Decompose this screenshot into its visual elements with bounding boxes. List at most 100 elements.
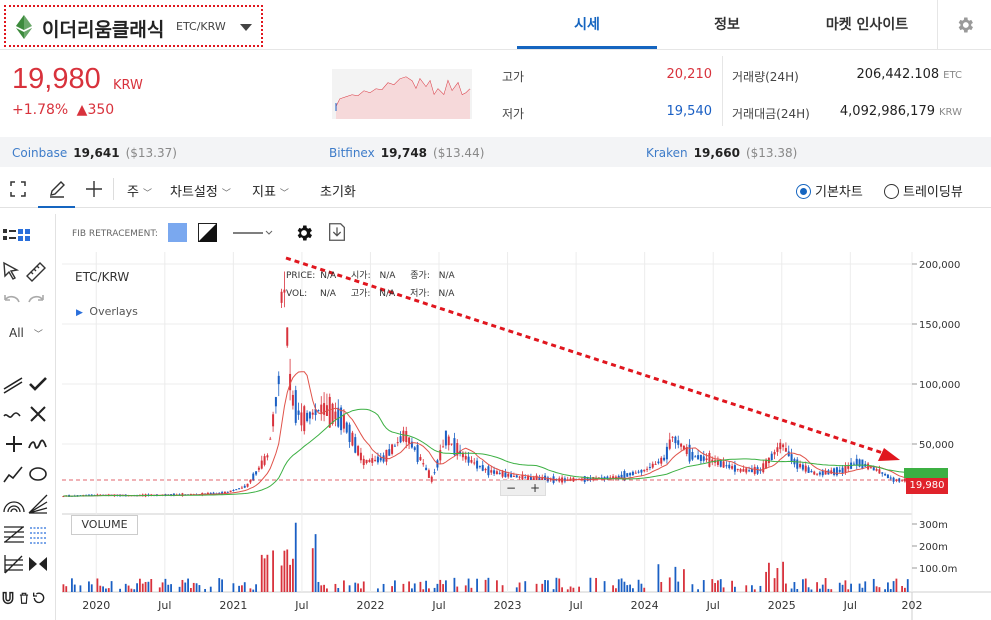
volume-bar [615,588,617,592]
settings-button[interactable] [937,0,991,50]
fib-label: FIB RETRACEMENT: [72,229,158,239]
candle-body [365,459,368,464]
gear-icon[interactable] [294,223,314,243]
wave-icon[interactable] [2,402,26,426]
candle-body [314,409,317,416]
candle-body [810,470,813,473]
cursor-icon[interactable] [0,260,24,284]
draw-tool-button[interactable] [38,170,75,208]
exchange-bitfinex[interactable]: Bitfinex 19,748 ($13.44) [329,146,484,160]
candle-body [306,412,309,422]
coin-selector[interactable]: 이더리움클래식 ETC/KRW [4,5,263,47]
volume-value: 206,442.108 ETC [790,67,962,82]
volume-label: 거래량(24H) [732,70,799,84]
save-drawing-icon[interactable] [326,221,348,243]
volume-bar [241,585,243,592]
candle-body [527,475,530,480]
plus-icon[interactable] [2,432,26,456]
zoom-controls: − + [500,480,546,496]
volume-bar [892,581,895,592]
volume-bar [456,586,459,592]
candle-body [776,447,779,452]
list-view-icon[interactable] [2,224,26,248]
indicators-menu[interactable]: 지표 ﹀ [252,181,289,200]
candle-body [484,468,487,471]
candle-body [433,472,436,474]
volume-bar [436,583,439,592]
check-icon[interactable] [26,372,50,396]
volume-bar [150,579,153,592]
candle-body [869,467,872,469]
x-tick-label: 202 [902,599,923,612]
volume-bar [105,588,107,592]
volume-bar [657,564,660,592]
ruler-icon[interactable] [24,260,48,284]
fib-retracement-icon[interactable] [2,522,26,546]
price-chart[interactable]: 2020 Jul 2021 Jul 2022 Jul 2023 Jul 2024 Jul 2025 J… [62,252,991,620]
line-color-swatch-icon[interactable] [198,223,217,242]
redo-icon[interactable] [24,290,48,314]
fib-fan-icon[interactable] [26,492,50,516]
volume-bar [167,584,170,592]
freehand-icon[interactable] [26,432,50,456]
tab-info[interactable]: 정보 [714,17,740,33]
ellipse-icon[interactable] [26,462,50,486]
volume-bar [895,578,898,592]
crosshair-icon[interactable] [85,180,103,198]
overlays-toggle[interactable]: ▶ Overlays [76,305,138,318]
zoom-out-button[interactable]: − [506,481,517,495]
volume-bar [394,580,396,592]
exchange-kraken[interactable]: Kraken 19,660 ($13.38) [646,146,797,160]
fullscreen-icon[interactable] [10,181,26,197]
grid-view-icon[interactable] [16,224,40,248]
candle-body [762,463,765,473]
fib-extension-icon[interactable] [26,522,50,546]
candle-body [702,456,705,461]
tab-price[interactable]: 시세 [517,0,657,49]
fill-color-swatch[interactable] [168,223,187,242]
basic-chart-radio[interactable]: 기본차트 [796,181,863,200]
candle-body [320,404,323,413]
reset-button[interactable]: 초기화 [320,185,356,200]
measure-icon[interactable] [26,552,50,576]
line-style-select[interactable] [232,226,276,240]
pitchfork-icon[interactable] [2,552,26,576]
candle-body [311,412,314,415]
trendline-icon[interactable] [2,372,26,396]
polyline-icon[interactable] [2,462,26,486]
chart-settings-menu[interactable]: 차트설정 ﹀ [170,181,231,200]
zoom-in-button[interactable]: + [530,481,541,495]
candle-body [453,438,456,455]
y-tick-label: 50,000 [919,440,954,451]
x-tick-label: Jul [157,599,171,612]
trash-icon[interactable] [17,588,31,608]
candle-body [538,477,541,481]
refresh-icon[interactable] [31,588,47,608]
volume-bar [408,581,410,592]
magnet-icon[interactable] [0,588,16,608]
close-icon[interactable] [26,402,50,426]
chevron-down-icon[interactable] [240,24,252,31]
low-value: 19,540 [666,104,713,119]
volume-bar [674,566,677,592]
volume-bar [807,587,810,592]
candle-body [660,457,663,464]
volume-bar [745,585,748,592]
radio-selected-icon [796,184,811,199]
fib-arc-icon[interactable] [2,492,26,516]
tab-market-insight[interactable]: 마켓 인사이트 [825,17,909,33]
exchange-coinbase[interactable]: Coinbase 19,641 ($13.37) [12,146,177,160]
trading-view-radio[interactable]: 트레이딩뷰 [884,181,963,200]
undo-icon[interactable] [0,290,24,314]
volume-bar [558,578,561,592]
volume-bar [719,579,722,592]
volume-bar [442,584,444,592]
volume-bar [419,581,422,592]
candle-body [289,373,292,391]
period-select[interactable]: 주 ﹀ [127,181,152,200]
chart-settings-label: 차트설정 [170,185,218,200]
draw-filter-select[interactable]: All ﹀ [9,326,43,340]
volume-bar [90,584,93,592]
volume-tick-label: 300m [919,520,948,531]
volume-bar [192,582,195,592]
